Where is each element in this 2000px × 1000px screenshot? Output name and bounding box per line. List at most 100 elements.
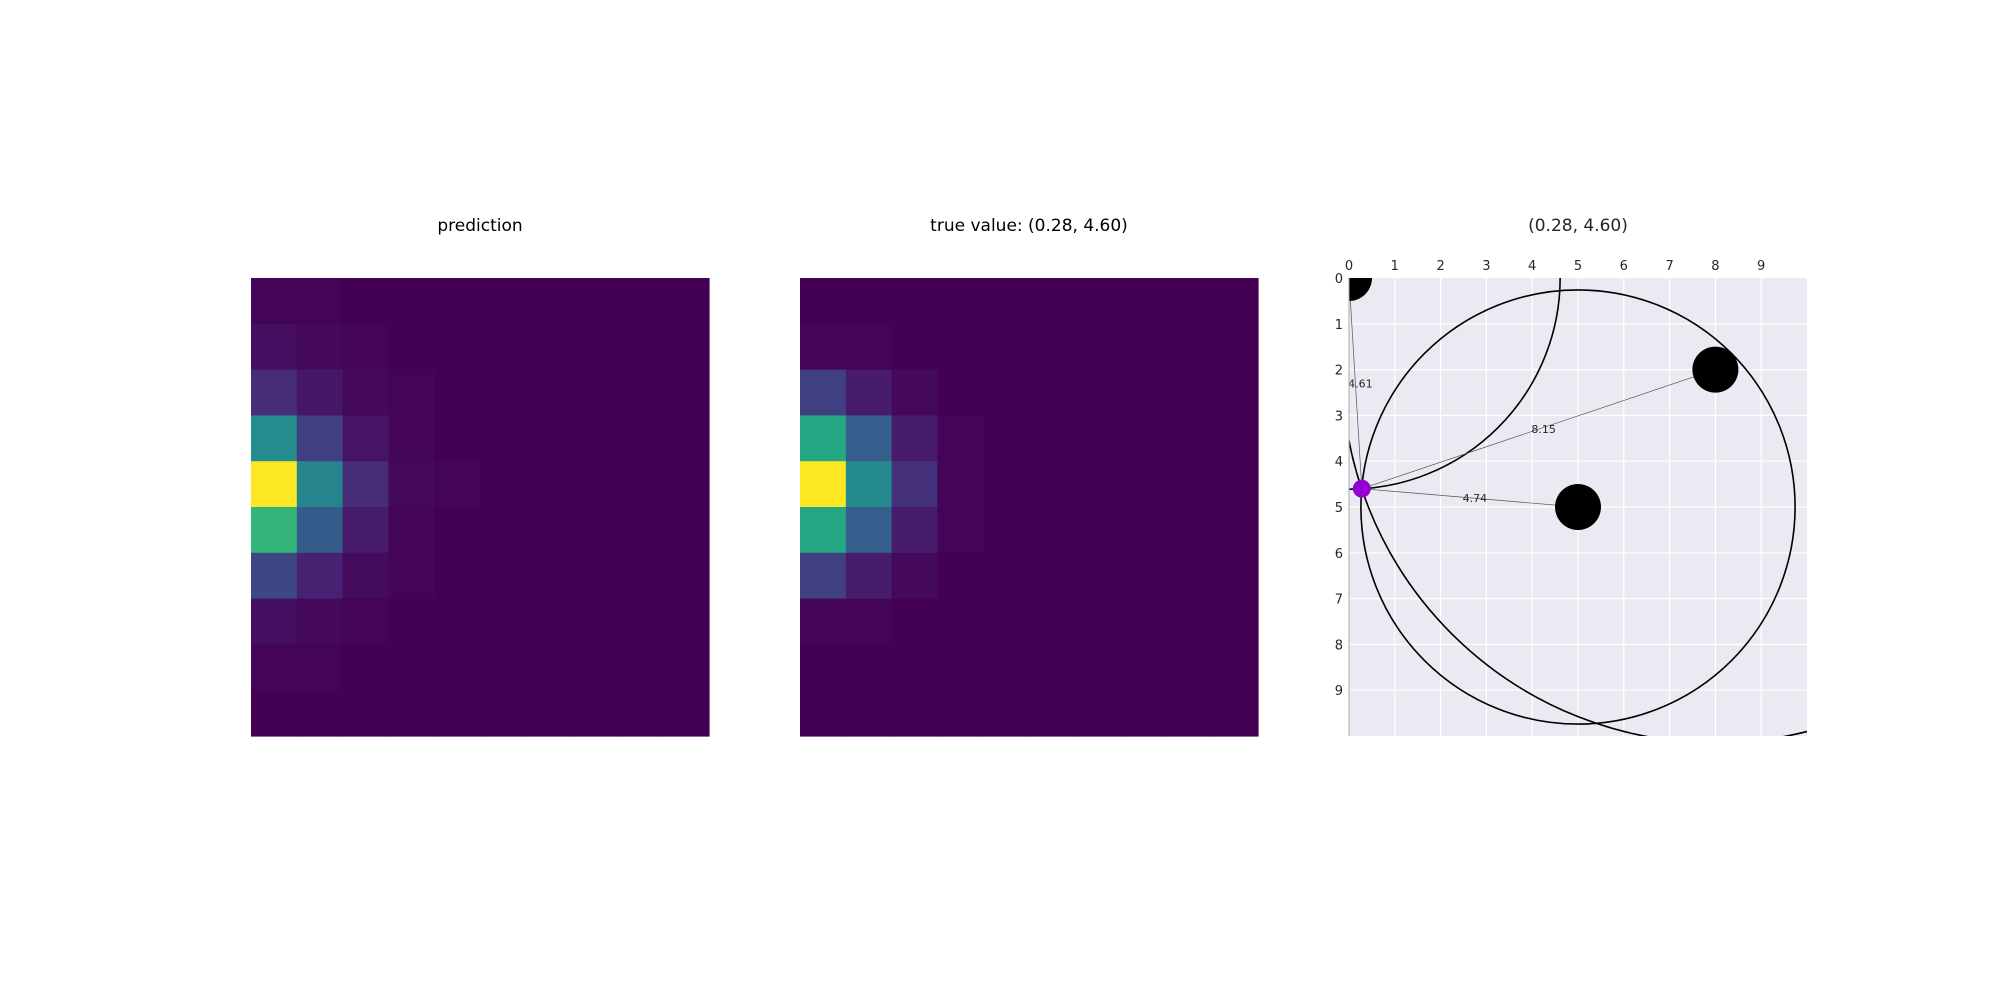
anchor-point-1 [1692,346,1739,393]
prediction-cell-r2-c9 [663,369,710,416]
prediction-cell-r9-c0 [251,690,298,737]
y-tick-label-4: 4 [1335,455,1343,470]
prediction-cell-r6-c6 [525,552,573,600]
true-value-cell-r2-c7 [1120,369,1167,416]
prediction-heatmap [251,278,710,737]
true-value-title: true value: (0.28, 4.60) [930,216,1128,236]
prediction-cell-r4-c4 [434,461,481,508]
true-value-cell-r5-c2 [891,507,938,554]
true-value-cell-r6-c7 [1120,552,1167,600]
true-value-cell-r8-c8 [1166,644,1213,691]
prediction-cell-r9-c7 [571,690,618,737]
true-value-cell-r5-c6 [1074,507,1122,554]
x-tick-label-2: 2 [1436,259,1444,274]
true-value-cell-r2-c0 [800,369,847,416]
true-value-cell-r0-c5 [1029,278,1076,325]
prediction-cell-r6-c5 [480,552,527,600]
prediction-cell-r1-c6 [525,323,573,371]
true-value-cell-r3-c3 [937,415,984,462]
prediction-cell-r3-c2 [342,415,389,462]
true-value-cell-r9-c8 [1166,690,1213,737]
true-value-cell-r9-c3 [937,690,984,737]
true-value-cell-r1-c8 [1166,323,1213,371]
prediction-title: prediction [437,216,523,236]
prediction-cell-r3-c7 [571,415,618,462]
prediction-cell-r4-c0 [251,461,298,508]
prediction-cell-r9-c2 [342,690,389,737]
x-tick-label-8: 8 [1711,259,1719,274]
x-tick-label-9: 9 [1757,259,1765,274]
true-value-cell-r9-c6 [1074,690,1122,737]
prediction-cell-r6-c3 [388,552,435,600]
true-value-cell-r8-c4 [983,644,1030,691]
y-tick-label-7: 7 [1335,593,1343,608]
y-tick-label-8: 8 [1335,638,1343,653]
true-value-cell-r9-c7 [1120,690,1167,737]
true-value-cell-r2-c6 [1074,369,1122,416]
true-value-cell-r5-c0 [800,507,847,554]
prediction-cell-r7-c4 [434,598,481,645]
anchor-point-0 [1349,278,1372,301]
true-value-cell-r7-c0 [800,598,847,645]
true-value-cell-r1-c0 [800,323,847,371]
true-value-cell-r3-c9 [1212,415,1259,462]
true-value-cell-r3-c8 [1166,415,1213,462]
true-value-cell-r5-c4 [983,507,1030,554]
prediction-cell-r5-c1 [296,507,344,554]
prediction-cell-r2-c8 [617,369,664,416]
y-tick-label-9: 9 [1335,684,1343,699]
y-tick-label-1: 1 [1335,318,1343,333]
true-value-cell-r6-c6 [1074,552,1122,600]
true-value-cell-r3-c5 [1029,415,1076,462]
prediction-cell-r8-c9 [663,644,710,691]
true-value-cell-r4-c4 [983,461,1030,508]
true-value-cell-r3-c4 [983,415,1030,462]
distance-circle-2 [1360,289,1796,725]
prediction-cell-r1-c0 [251,323,298,371]
true-value-cell-r5-c3 [937,507,984,554]
true-value-cell-r6-c5 [1029,552,1076,600]
prediction-cell-r7-c9 [663,598,710,645]
y-tick-label-2: 2 [1335,364,1343,379]
distance-label-1: 8.15 [1531,423,1556,436]
prediction-cell-r0-c1 [296,278,344,325]
prediction-cell-r6-c0 [251,552,298,600]
true-value-cell-r1-c7 [1120,323,1167,371]
prediction-cell-r1-c8 [617,323,664,371]
y-tick-label-6: 6 [1335,547,1343,562]
prediction-cell-r2-c1 [296,369,344,416]
true-value-cell-r5-c1 [845,507,893,554]
true-value-cell-r7-c1 [845,598,893,645]
prediction-cell-r2-c6 [525,369,573,416]
true-value-cell-r1-c5 [1029,323,1076,371]
prediction-cell-r0-c7 [571,278,618,325]
prediction-cell-r8-c6 [525,644,573,691]
true-value-cell-r4-c0 [800,461,847,508]
prediction-cell-r0-c3 [388,278,435,325]
prediction-cell-r7-c0 [251,598,298,645]
true-value-cell-r2-c9 [1212,369,1259,416]
x-tick-label-3: 3 [1482,259,1490,274]
prediction-cell-r9-c4 [434,690,481,737]
true-value-cell-r4-c8 [1166,461,1213,508]
true-value-cell-r8-c7 [1120,644,1167,691]
true-value-cell-r1-c9 [1212,323,1259,371]
true-value-cell-r0-c4 [983,278,1030,325]
true-value-heatmap [800,278,1259,737]
true-value-cell-r5-c5 [1029,507,1076,554]
target-point [1352,479,1371,498]
geometry-title: (0.28, 4.60) [1528,216,1628,236]
prediction-cell-r9-c8 [617,690,664,737]
prediction-cell-r1-c7 [571,323,618,371]
prediction-cell-r0-c5 [480,278,527,325]
true-value-cell-r6-c4 [983,552,1030,600]
true-value-cell-r2-c3 [937,369,984,416]
prediction-cell-r2-c3 [388,369,435,416]
prediction-cell-r7-c3 [388,598,435,645]
true-value-cell-r4-c7 [1120,461,1167,508]
prediction-cell-r9-c5 [480,690,527,737]
prediction-cell-r1-c2 [342,323,389,371]
true-value-cell-r2-c8 [1166,369,1213,416]
prediction-cell-r0-c0 [251,278,298,325]
prediction-cell-r3-c9 [663,415,710,462]
